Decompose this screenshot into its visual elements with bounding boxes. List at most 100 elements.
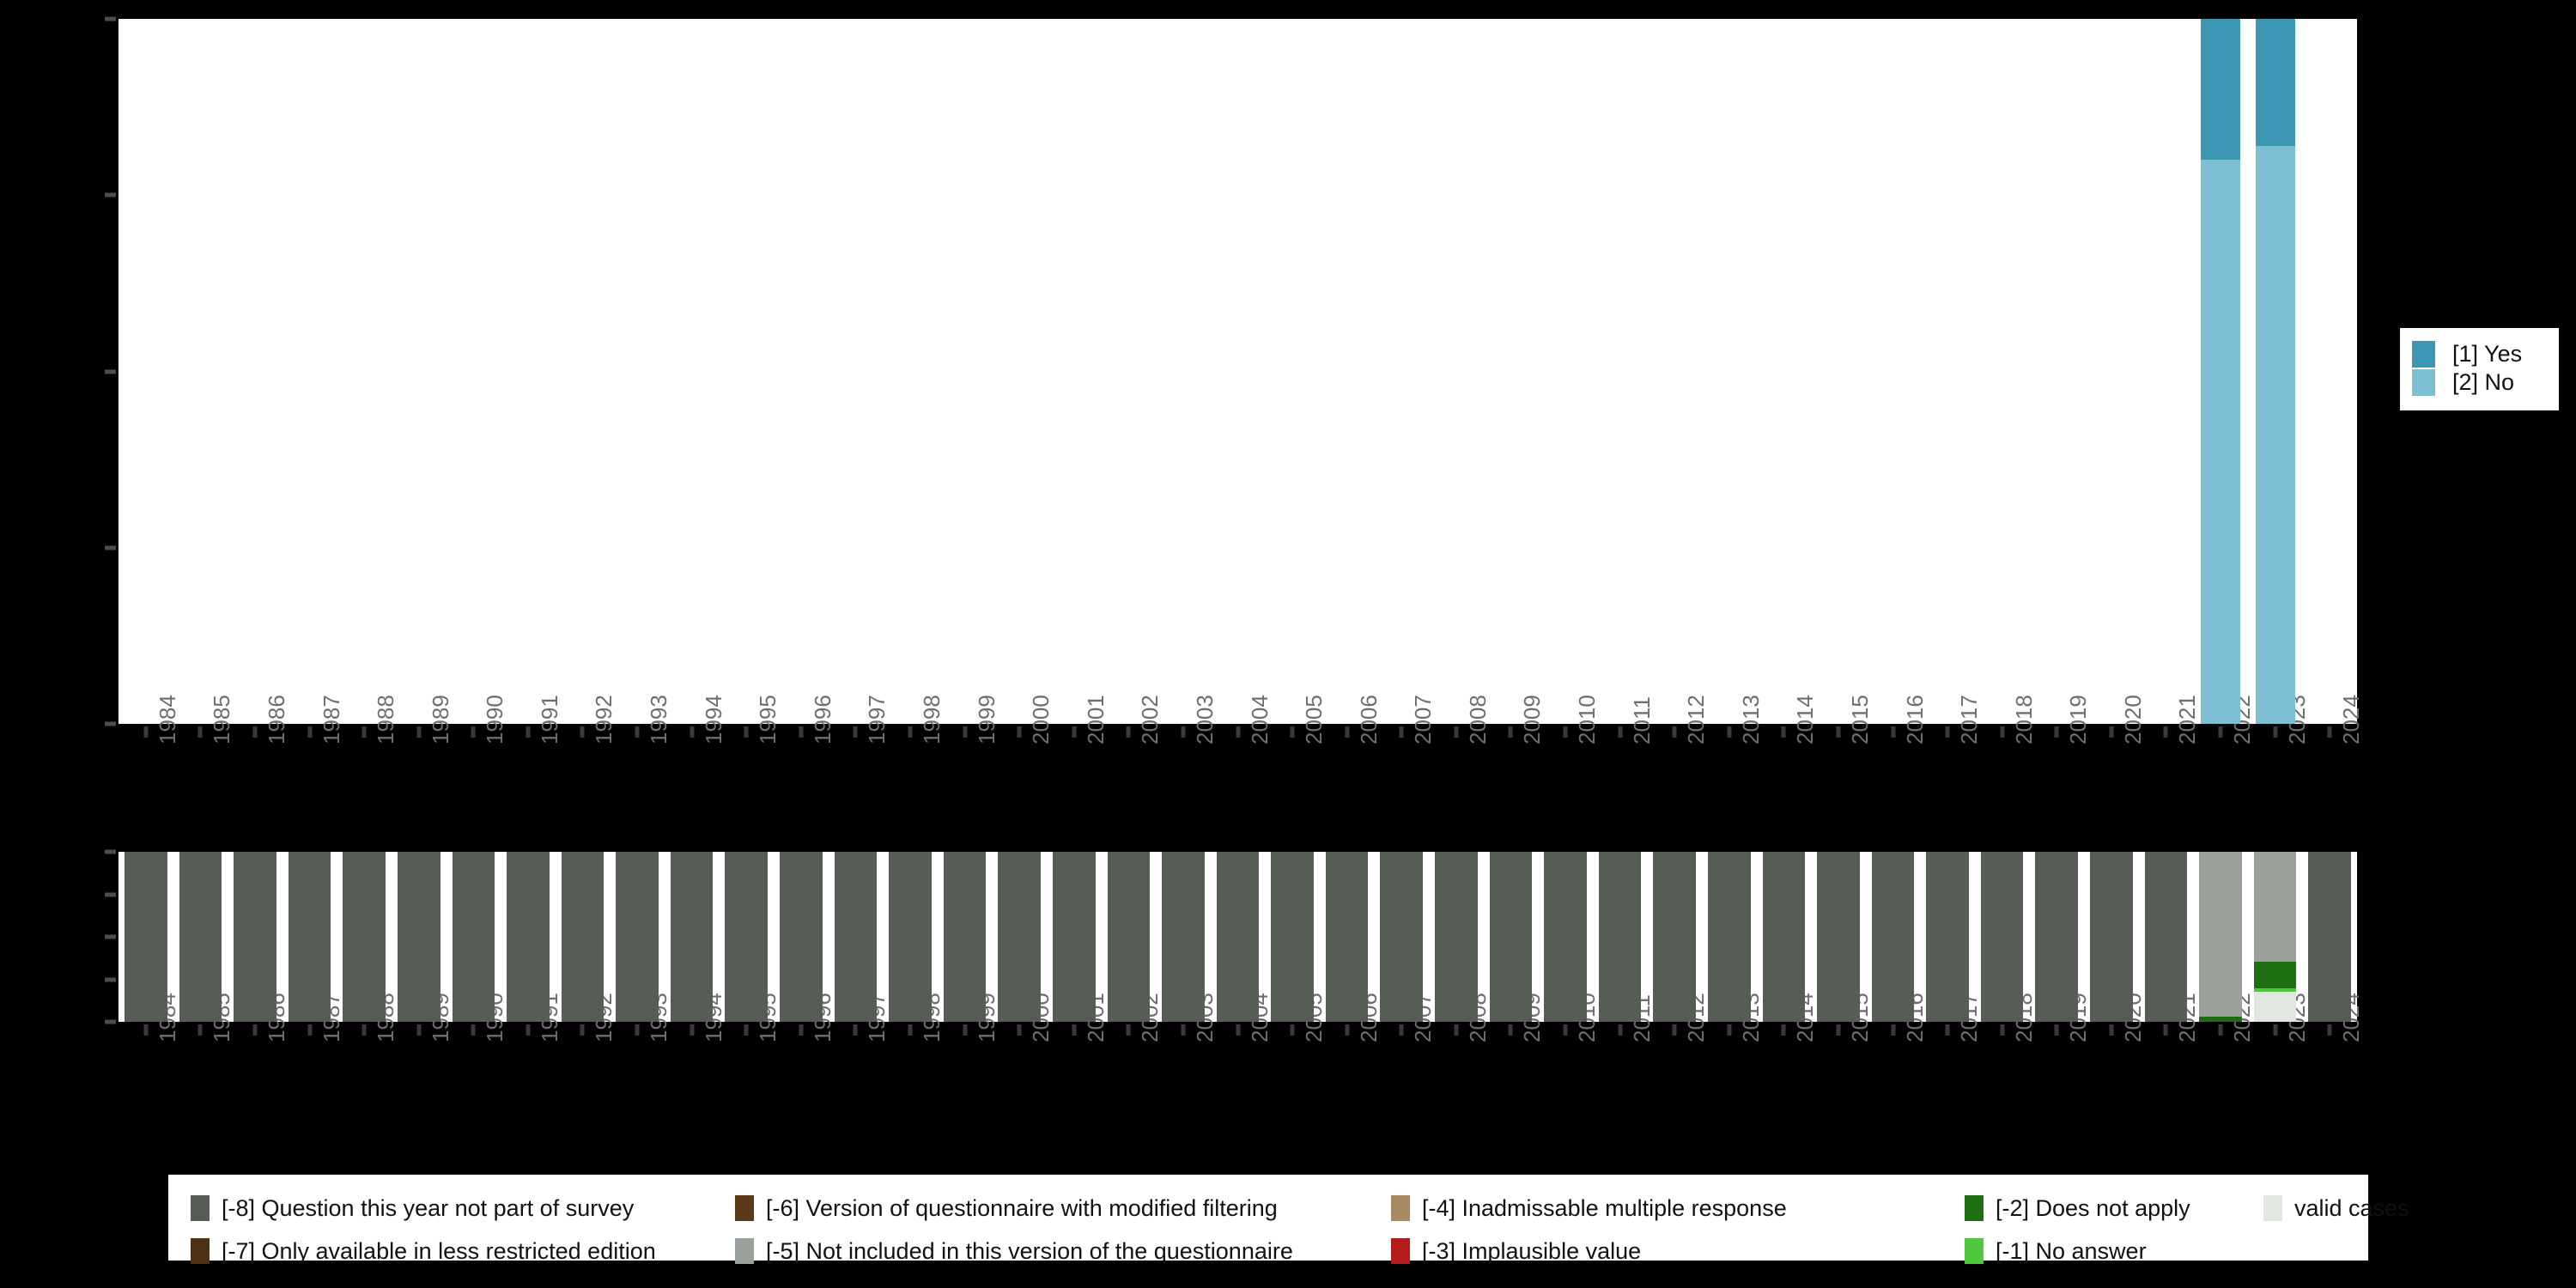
legend-label-no: [2] No [2452, 369, 2515, 395]
missing-bar-segment [2253, 992, 2297, 1022]
missing-x-tick-mark [526, 1024, 531, 1036]
legend-item-yes[interactable]: [1] Yes [2412, 340, 2545, 368]
missing-bar-2000[interactable] [998, 852, 1041, 1022]
missing-legend-item[interactable]: valid cases [2263, 1195, 2409, 1222]
missing-x-tick-mark [1399, 1024, 1404, 1036]
missing-bar-segment [2199, 852, 2242, 1018]
missing-bar-1984[interactable] [124, 852, 167, 1022]
main-x-tick-mark [1181, 726, 1186, 738]
missing-bar-1985[interactable] [179, 852, 222, 1022]
missing-x-tick-mark [1945, 1024, 1950, 1036]
main-x-tick-label: 2018 [2010, 695, 2037, 744]
missing-bar-segment [889, 852, 932, 1022]
missing-bar-1986[interactable] [234, 852, 276, 1022]
missing-bar-2015[interactable] [1817, 852, 1860, 1022]
main-x-tick-label: 2006 [1355, 695, 1382, 744]
main-bar-segment-no [2201, 160, 2240, 724]
missing-bar-1997[interactable] [834, 852, 878, 1022]
missing-bar-2002[interactable] [1107, 852, 1151, 1022]
missing-bar-2008[interactable] [1435, 852, 1478, 1022]
missing-bar-1996[interactable] [780, 852, 823, 1022]
missing-bar-2003[interactable] [1162, 852, 1205, 1022]
missing-legend-item[interactable]: [-1] No answer [1965, 1238, 2147, 1265]
main-x-tick-label: 2021 [2174, 695, 2201, 744]
missing-bar-2006[interactable] [1325, 852, 1369, 1022]
missing-bar-segment [1271, 852, 1314, 1022]
missing-y-tick-mark [105, 977, 116, 981]
missing-bar-segment [561, 852, 605, 1022]
missing-bar-2019[interactable] [2035, 852, 2079, 1022]
missing-x-tick-mark [471, 1024, 476, 1036]
main-x-tick-label: 1989 [427, 695, 453, 744]
missing-x-tick-mark [1017, 1024, 1022, 1036]
missing-bar-2021[interactable] [2144, 852, 2188, 1022]
main-x-tick-label: 1995 [755, 695, 781, 744]
main-y-tick-mark [105, 16, 116, 21]
missing-bar-1993[interactable] [616, 852, 659, 1022]
missing-bar-2023[interactable] [2253, 852, 2297, 1022]
missing-x-tick-mark [744, 1024, 749, 1036]
missing-bar-2007[interactable] [1380, 852, 1424, 1022]
missing-bar-1989[interactable] [397, 852, 440, 1022]
main-bar-2022[interactable] [2201, 19, 2240, 724]
main-x-tick-label: 1994 [700, 695, 726, 744]
missing-legend-item[interactable]: [-6] Version of questionnaire with modif… [735, 1195, 1278, 1222]
missing-bar-2020[interactable] [2090, 852, 2133, 1022]
main-x-tick-mark [1399, 726, 1404, 738]
main-x-tick-mark [1836, 726, 1841, 738]
main-x-tick-mark [252, 726, 258, 738]
missing-bar-1988[interactable] [343, 852, 386, 1022]
missing-legend-item[interactable]: [-5] Not included in this version of the… [735, 1238, 1293, 1265]
missing-bar-2009[interactable] [1489, 852, 1533, 1022]
missing-bar-2005[interactable] [1271, 852, 1314, 1022]
missing-bar-2012[interactable] [1653, 852, 1696, 1022]
missing-bar-2010[interactable] [1544, 852, 1587, 1022]
missing-bar-2013[interactable] [1707, 852, 1751, 1022]
missing-bar-segment [1216, 852, 1260, 1022]
main-x-tick-label: 1999 [973, 695, 999, 744]
missing-bar-2016[interactable] [1871, 852, 1915, 1022]
missing-legend-item[interactable]: [-8] Question this year not part of surv… [191, 1195, 634, 1222]
missing-bar-1992[interactable] [561, 852, 605, 1022]
missing-legend-item[interactable]: [-4] Inadmissable multiple response [1391, 1195, 1787, 1222]
main-x-tick-label: 2009 [1519, 695, 1546, 744]
missing-bar-1998[interactable] [889, 852, 932, 1022]
missing-legend-item[interactable]: [-3] Implausible value [1391, 1238, 1641, 1265]
missing-bar-2011[interactable] [1598, 852, 1642, 1022]
main-x-tick-mark [1508, 726, 1513, 738]
main-x-tick-mark [1781, 726, 1786, 738]
missing-bar-1999[interactable] [943, 852, 987, 1022]
main-x-tick-label: 2020 [2119, 695, 2146, 744]
main-x-tick-label: 2007 [1410, 695, 1437, 744]
missing-bar-segment [834, 852, 878, 1022]
missing-bar-1994[interactable] [670, 852, 714, 1022]
missing-bar-1987[interactable] [288, 852, 331, 1022]
main-bar-2023[interactable] [2255, 19, 2295, 724]
missing-bar-1991[interactable] [507, 852, 550, 1022]
missing-bar-2004[interactable] [1216, 852, 1260, 1022]
missing-bar-segment [943, 852, 987, 1022]
main-x-tick-mark [2109, 726, 2114, 738]
missing-bar-2014[interactable] [1762, 852, 1806, 1022]
missing-bar-2024[interactable] [2308, 852, 2351, 1022]
missing-x-tick-mark [2218, 1024, 2223, 1036]
main-x-tick-label: 2001 [1082, 695, 1109, 744]
main-x-tick-label: 1993 [646, 695, 672, 744]
missing-legend-item[interactable]: [-7] Only available in less restricted e… [191, 1238, 656, 1265]
missing-x-tick-mark [1126, 1024, 1131, 1036]
missing-x-tick-mark [2327, 1024, 2332, 1036]
missing-bar-segment [2308, 852, 2351, 1022]
missing-legend-swatch-icon [1391, 1238, 1410, 1264]
main-x-tick-label: 1997 [864, 695, 890, 744]
missing-bar-2022[interactable] [2199, 852, 2242, 1022]
missing-bar-segment [998, 852, 1041, 1022]
missing-legend-item[interactable]: [-2] Does not apply [1965, 1195, 2190, 1222]
missing-bar-2018[interactable] [1980, 852, 2024, 1022]
missing-bar-2017[interactable] [1926, 852, 1969, 1022]
missing-y-tick-mark [105, 934, 116, 939]
missing-bar-2001[interactable] [1052, 852, 1096, 1022]
main-x-tick-mark [197, 726, 203, 738]
legend-item-no[interactable]: [2] No [2412, 368, 2545, 397]
missing-bar-1990[interactable] [452, 852, 495, 1022]
missing-bar-1995[interactable] [725, 852, 769, 1022]
